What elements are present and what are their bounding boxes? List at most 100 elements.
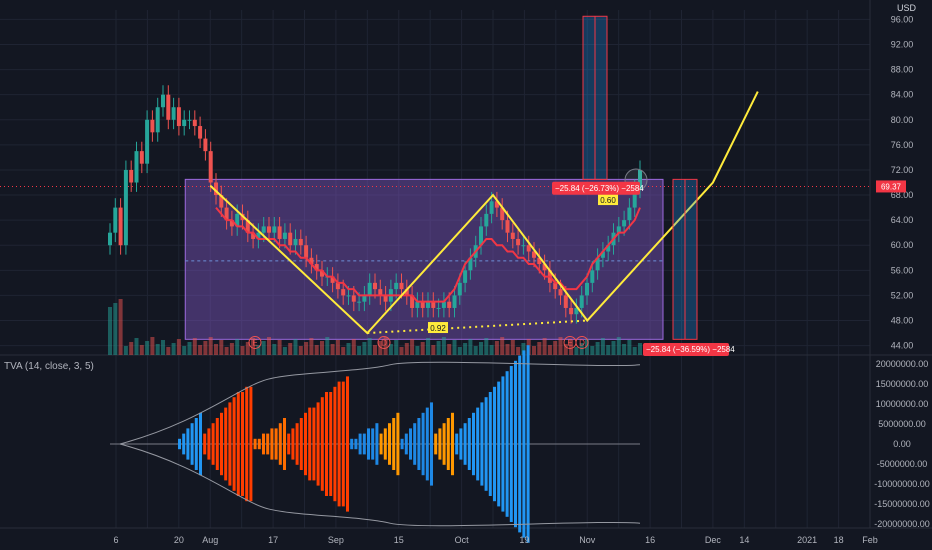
tva-bar <box>383 428 387 460</box>
volume-bar <box>150 337 155 355</box>
candle-body <box>288 232 293 246</box>
candle-body <box>123 169 128 246</box>
candle-body <box>182 119 187 127</box>
candle-body <box>367 282 372 296</box>
tva-bar <box>283 418 286 470</box>
tva-bar <box>262 433 265 455</box>
volume-bar <box>288 343 293 355</box>
measure-label-bg <box>643 342 729 356</box>
candle-body <box>479 226 483 246</box>
candle-body <box>510 232 515 239</box>
tva-bar <box>484 397 488 491</box>
volume-bar <box>118 299 123 355</box>
time-tick-label: 14 <box>739 535 749 545</box>
indicator-tick-label: -20000000.00 <box>874 519 930 529</box>
candle-body <box>457 282 462 296</box>
candle-body <box>176 107 181 127</box>
candle-body <box>600 251 605 258</box>
candle-body <box>489 201 494 214</box>
candle-body <box>553 282 558 290</box>
tva-bar <box>438 428 442 460</box>
tva-bar <box>463 423 467 465</box>
tva-bar <box>316 402 320 486</box>
volume-bar <box>404 343 409 355</box>
candle-body <box>235 213 240 227</box>
candle-body <box>569 307 574 315</box>
pattern-label-bg <box>598 194 618 206</box>
price-tick-label: 60.00 <box>891 240 914 250</box>
candle-body <box>129 169 134 183</box>
tva-bar <box>509 366 513 522</box>
tva-bar <box>409 428 412 460</box>
tva-bar <box>295 423 299 465</box>
tva-bar <box>278 423 282 465</box>
indicator-tick-label: -10000000.00 <box>874 479 930 489</box>
candle-body <box>351 295 356 302</box>
volume-bar <box>272 344 277 355</box>
candle-body <box>638 169 642 189</box>
volume-bar <box>569 340 574 355</box>
volume-bar <box>357 346 362 355</box>
volume-bar <box>314 345 319 355</box>
candle-body <box>383 295 388 302</box>
tva-bar <box>203 433 207 455</box>
volume-bar <box>383 337 388 355</box>
tva-bar <box>320 397 324 491</box>
price-tick-label: 64.00 <box>891 215 914 225</box>
tva-bar <box>488 392 492 496</box>
candle-body <box>256 232 261 239</box>
volume-bar <box>394 340 399 355</box>
indicator-tick-label: 15000000.00 <box>876 379 929 389</box>
price-tick-label: 96.00 <box>891 14 914 24</box>
tva-bar <box>413 423 417 465</box>
tva-bar <box>371 428 375 460</box>
time-tick-label: Feb <box>862 535 878 545</box>
volume-bar <box>378 341 383 355</box>
time-tick-label: 16 <box>645 535 655 545</box>
candle-body <box>118 207 123 246</box>
volume-bar <box>542 338 547 355</box>
volume-bar <box>155 344 160 355</box>
price-axis[interactable]: 96.00 92.00 88.00 84.00 80.00 76.00 72.00 68.00… <box>876 14 914 351</box>
candle-body <box>330 276 335 283</box>
candle-body <box>198 126 203 139</box>
volume-bar <box>192 338 197 355</box>
range-box <box>184 178 664 340</box>
candle-body <box>410 295 415 308</box>
pattern-label: 0.60 <box>600 196 616 205</box>
price-tick-label: 92.00 <box>891 40 914 50</box>
pattern-label-bg <box>428 322 448 334</box>
tva-bar <box>245 386 249 502</box>
volume-bar <box>563 344 568 355</box>
candle-body <box>420 301 425 308</box>
volume-bar <box>129 342 134 355</box>
volume-bar <box>388 344 393 355</box>
candle-body <box>516 238 521 246</box>
tva-bar <box>312 407 316 481</box>
volume-layer <box>108 299 642 355</box>
indicator-tick-label: -15000000.00 <box>874 499 930 509</box>
candle-body <box>113 207 118 233</box>
volume-bar <box>309 338 314 355</box>
volume-bar <box>558 337 563 355</box>
volume-bar <box>373 345 377 355</box>
volume-bar <box>134 338 139 355</box>
currency-label: USD <box>897 3 917 13</box>
tva-bar <box>341 381 345 507</box>
volume-bar <box>182 346 187 355</box>
tva-bar <box>228 402 232 486</box>
volume-bar <box>553 341 558 355</box>
tva-bar <box>287 433 291 455</box>
candle-body <box>298 238 303 246</box>
tva-bar <box>442 423 446 465</box>
time-axis[interactable]: 6 20 Aug 17 Sep 15 Oct 19 Nov 16 Dec 14 2021 18 Feb <box>113 535 877 545</box>
volume-bar <box>611 341 616 355</box>
candle-body <box>277 226 282 239</box>
tva-bar <box>178 438 181 450</box>
candle-body <box>606 245 611 252</box>
indicator-layer <box>110 345 641 543</box>
volume-bar <box>208 337 213 355</box>
indicator-axis[interactable]: 20000000.00 15000000.00 10000000.00 5000000… <box>874 359 930 529</box>
candle-body <box>203 138 208 152</box>
